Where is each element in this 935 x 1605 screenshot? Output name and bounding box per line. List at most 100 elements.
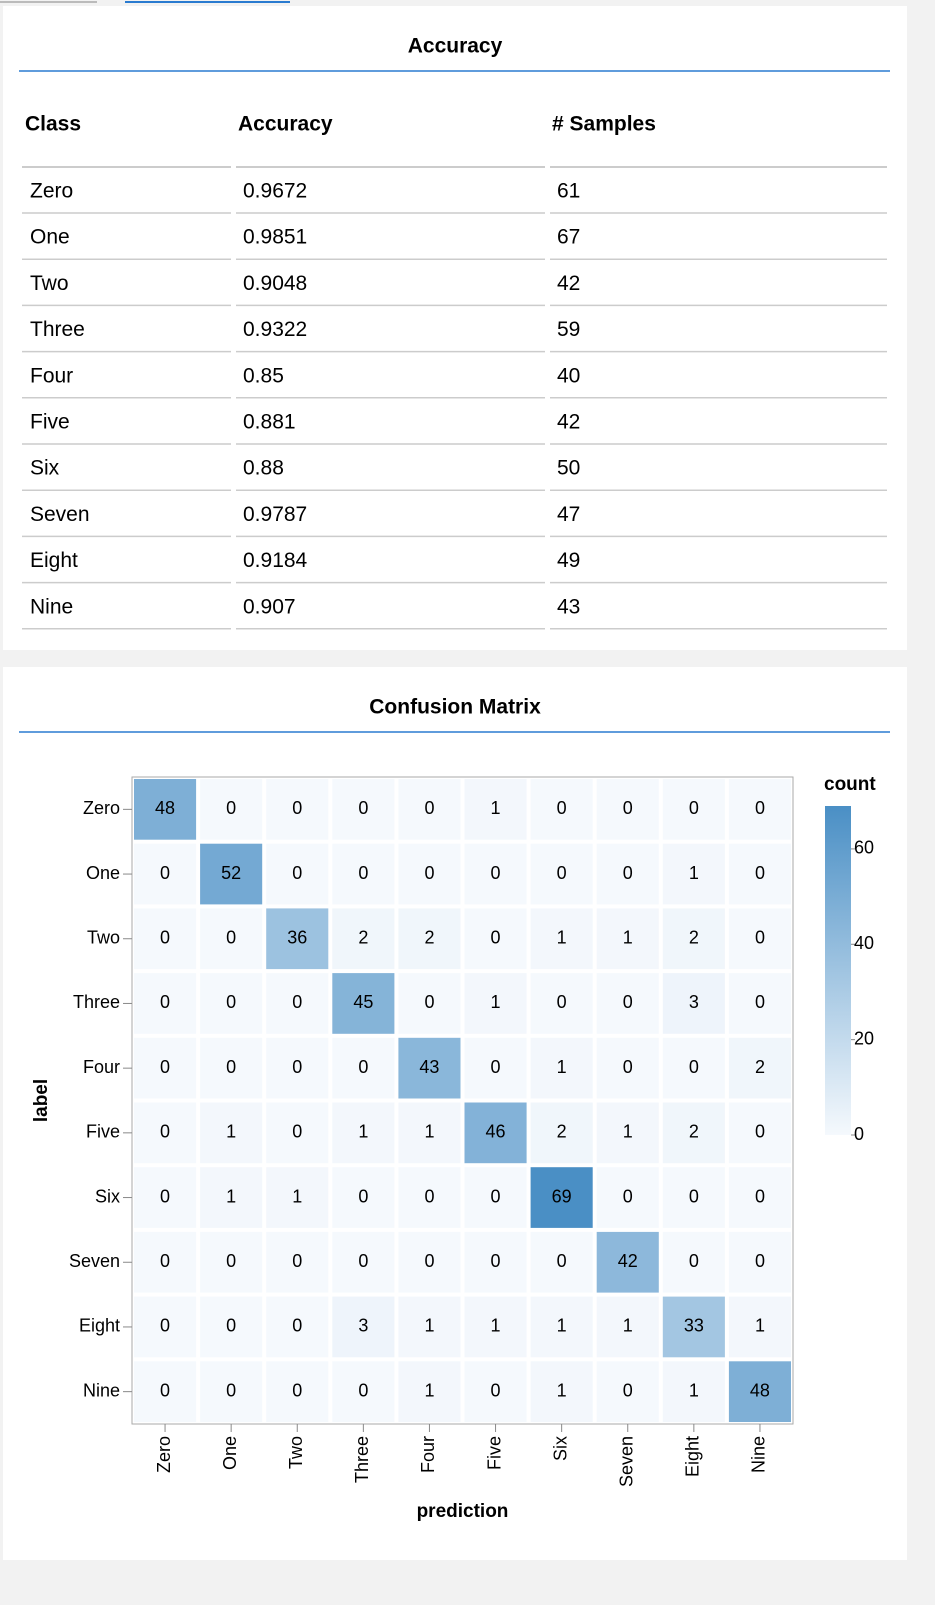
cell-label: 0 [226, 1316, 236, 1336]
heatmap-cell [398, 1037, 461, 1099]
heatmap-cell [200, 779, 263, 840]
cell-label: 0 [160, 863, 170, 883]
cell-label: 0 [226, 928, 236, 948]
heatmap-cell [134, 1167, 197, 1228]
panel-title: Accuracy [408, 35, 503, 58]
heatmap-cell [266, 1102, 329, 1164]
cell-label: 48 [155, 798, 175, 818]
cell-label: 43 [419, 1057, 439, 1077]
table-cell: 0.9851 [243, 226, 307, 249]
cell-label: 36 [287, 928, 307, 948]
heatmap-cell [728, 1231, 791, 1293]
heatmap-cell [728, 1296, 791, 1358]
table-cell: Eight [30, 549, 78, 572]
table-cell: Six [30, 457, 60, 480]
cell-label: 0 [160, 1122, 170, 1142]
cell-label: 1 [491, 1316, 501, 1336]
cell-label: 0 [689, 1251, 699, 1271]
cell-label: 1 [424, 1380, 434, 1400]
table-cell: Zero [30, 180, 73, 203]
heatmap-cell [398, 1231, 461, 1293]
heatmap-cell [332, 1296, 395, 1358]
cell-label: 2 [755, 1057, 765, 1077]
x-tick-label: Six [550, 1436, 570, 1461]
y-tick-label: Zero [83, 798, 120, 818]
heatmap-cell [596, 779, 659, 840]
heatmap-cell [266, 908, 329, 970]
heatmap-cell [728, 1361, 791, 1422]
heatmap-cell [266, 1037, 329, 1099]
cell-label: 0 [424, 798, 434, 818]
table-cell: Seven [30, 503, 90, 526]
heatmap-cell [596, 1102, 659, 1164]
table-cell: 42 [557, 272, 580, 295]
cell-label: 1 [491, 798, 501, 818]
heatmap-cell [728, 973, 791, 1034]
cell-label: 2 [689, 1122, 699, 1142]
legend-tick-label: 0 [854, 1124, 864, 1144]
table-cell: 0.907 [243, 595, 296, 618]
heatmap-cell [728, 1167, 791, 1228]
cell-label: 0 [623, 1186, 633, 1206]
cell-label: 1 [358, 1122, 368, 1142]
heatmap-cell [266, 1361, 329, 1422]
cell-label: 0 [755, 1186, 765, 1206]
heatmap-cell [398, 973, 461, 1034]
table-cell: 0.9184 [243, 549, 308, 572]
heatmap-cell [200, 843, 263, 905]
accuracy-table: Class Accuracy # Samples Zero 0.9672 61 One 0.9… [22, 113, 887, 630]
cell-label: 45 [353, 992, 373, 1012]
cell-label: 1 [292, 1186, 302, 1206]
heatmap-cell [662, 908, 725, 970]
cell-label: 0 [689, 798, 699, 818]
cell-label: 0 [358, 1186, 368, 1206]
cell-label: 1 [623, 928, 633, 948]
cell-label: 0 [292, 992, 302, 1012]
cell-label: 52 [221, 863, 241, 883]
heatmap-cell [398, 1167, 461, 1228]
cell-label: 1 [226, 1122, 236, 1142]
cell-label: 48 [750, 1380, 770, 1400]
heatmap-cell [200, 1167, 263, 1228]
heatmap-cell [464, 779, 527, 840]
cell-label: 0 [491, 1186, 501, 1206]
heatmap-cell [464, 1296, 527, 1358]
cell-label: 0 [424, 863, 434, 883]
cell-label: 1 [755, 1316, 765, 1336]
cell-label: 0 [160, 1380, 170, 1400]
table-cell: Four [30, 364, 73, 387]
heatmap-cell [596, 1231, 659, 1293]
cell-label: 2 [358, 928, 368, 948]
panel-title: Confusion Matrix [369, 696, 541, 719]
y-tick-label: Five [86, 1122, 120, 1142]
table-cell: 0.881 [243, 411, 296, 434]
heatmap-cell [464, 1102, 527, 1164]
heatmap-cell [464, 1037, 527, 1099]
cell-label: 1 [491, 992, 501, 1012]
table-cell: 47 [557, 503, 580, 526]
heatmap-cell [596, 1296, 659, 1358]
cell-label: 0 [491, 1380, 501, 1400]
cell-label: 3 [358, 1316, 368, 1336]
heatmap-cell [464, 843, 527, 905]
heatmap-cell [134, 843, 197, 905]
heatmap-cell [662, 1102, 725, 1164]
x-tick-label: Four [418, 1436, 438, 1473]
heatmap-cell [134, 1361, 197, 1422]
cell-label: 1 [557, 1380, 567, 1400]
plot-frame [131, 776, 794, 1425]
table-cell: 0.9322 [243, 318, 307, 341]
heatmap-cell [728, 1102, 791, 1164]
table-cell: Three [30, 318, 85, 341]
heatmap-cell [530, 973, 593, 1034]
heatmap-cell [200, 973, 263, 1034]
cell-label: 0 [557, 1251, 567, 1271]
table-cell: 59 [557, 318, 580, 341]
y-axis-title: label [31, 1079, 52, 1122]
cell-label: 0 [160, 1057, 170, 1077]
cell-label: 0 [160, 1186, 170, 1206]
heatmap-cell [134, 1037, 197, 1099]
heatmap-cell [134, 1102, 197, 1164]
heatmap-cell [134, 973, 197, 1034]
heatmap-cell [332, 843, 395, 905]
